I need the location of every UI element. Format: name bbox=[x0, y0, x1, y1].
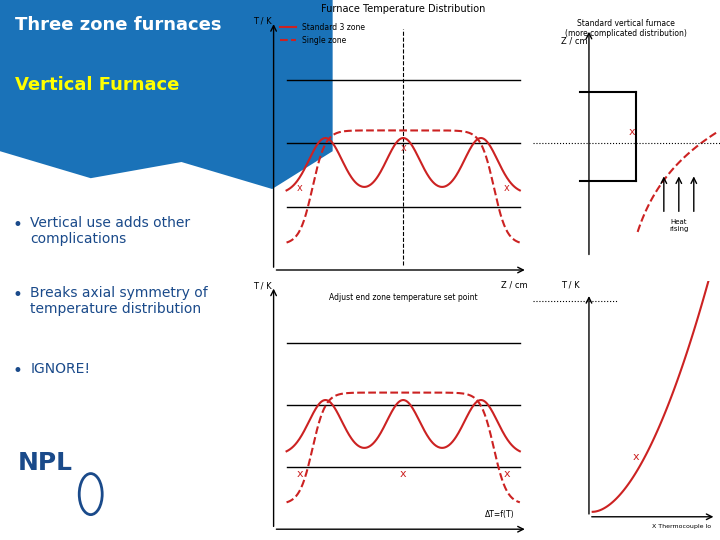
Text: Z / cm: Z / cm bbox=[561, 37, 588, 45]
Text: IGNORE!: IGNORE! bbox=[30, 362, 90, 376]
Text: •: • bbox=[12, 216, 22, 234]
Text: Vertical Furnace: Vertical Furnace bbox=[15, 76, 179, 93]
Text: Heat
rising: Heat rising bbox=[669, 219, 688, 232]
Text: x: x bbox=[400, 469, 407, 479]
Text: Vertical use adds other
complications: Vertical use adds other complications bbox=[30, 216, 190, 246]
Title: Furnace Temperature Distribution: Furnace Temperature Distribution bbox=[321, 4, 485, 14]
Text: x: x bbox=[503, 469, 510, 479]
Text: T / K: T / K bbox=[561, 281, 580, 290]
Text: x: x bbox=[504, 183, 510, 193]
Text: T / K: T / K bbox=[253, 281, 271, 291]
Text: X Thermocouple lo: X Thermocouple lo bbox=[652, 524, 711, 529]
Text: x: x bbox=[296, 469, 303, 479]
Text: Z / cm: Z / cm bbox=[501, 281, 528, 290]
Text: Adjust end zone temperature set point: Adjust end zone temperature set point bbox=[329, 293, 477, 302]
Text: x: x bbox=[297, 183, 302, 193]
Text: •: • bbox=[12, 362, 22, 380]
Text: x: x bbox=[629, 127, 635, 138]
Text: •: • bbox=[12, 286, 22, 304]
Text: ΔT=f(T): ΔT=f(T) bbox=[485, 510, 515, 519]
Polygon shape bbox=[0, 0, 333, 189]
Legend: Standard 3 zone, Single zone: Standard 3 zone, Single zone bbox=[277, 20, 368, 48]
Text: Breaks axial symmetry of
temperature distribution: Breaks axial symmetry of temperature dis… bbox=[30, 286, 208, 316]
Text: T / K: T / K bbox=[253, 17, 271, 26]
Text: x: x bbox=[632, 451, 639, 462]
Text: Standard vertical furnace
(more complicated distribution): Standard vertical furnace (more complica… bbox=[565, 19, 688, 38]
Text: x: x bbox=[400, 143, 406, 153]
Text: Three zone furnaces: Three zone furnaces bbox=[15, 16, 222, 34]
Text: NPL: NPL bbox=[18, 451, 73, 475]
